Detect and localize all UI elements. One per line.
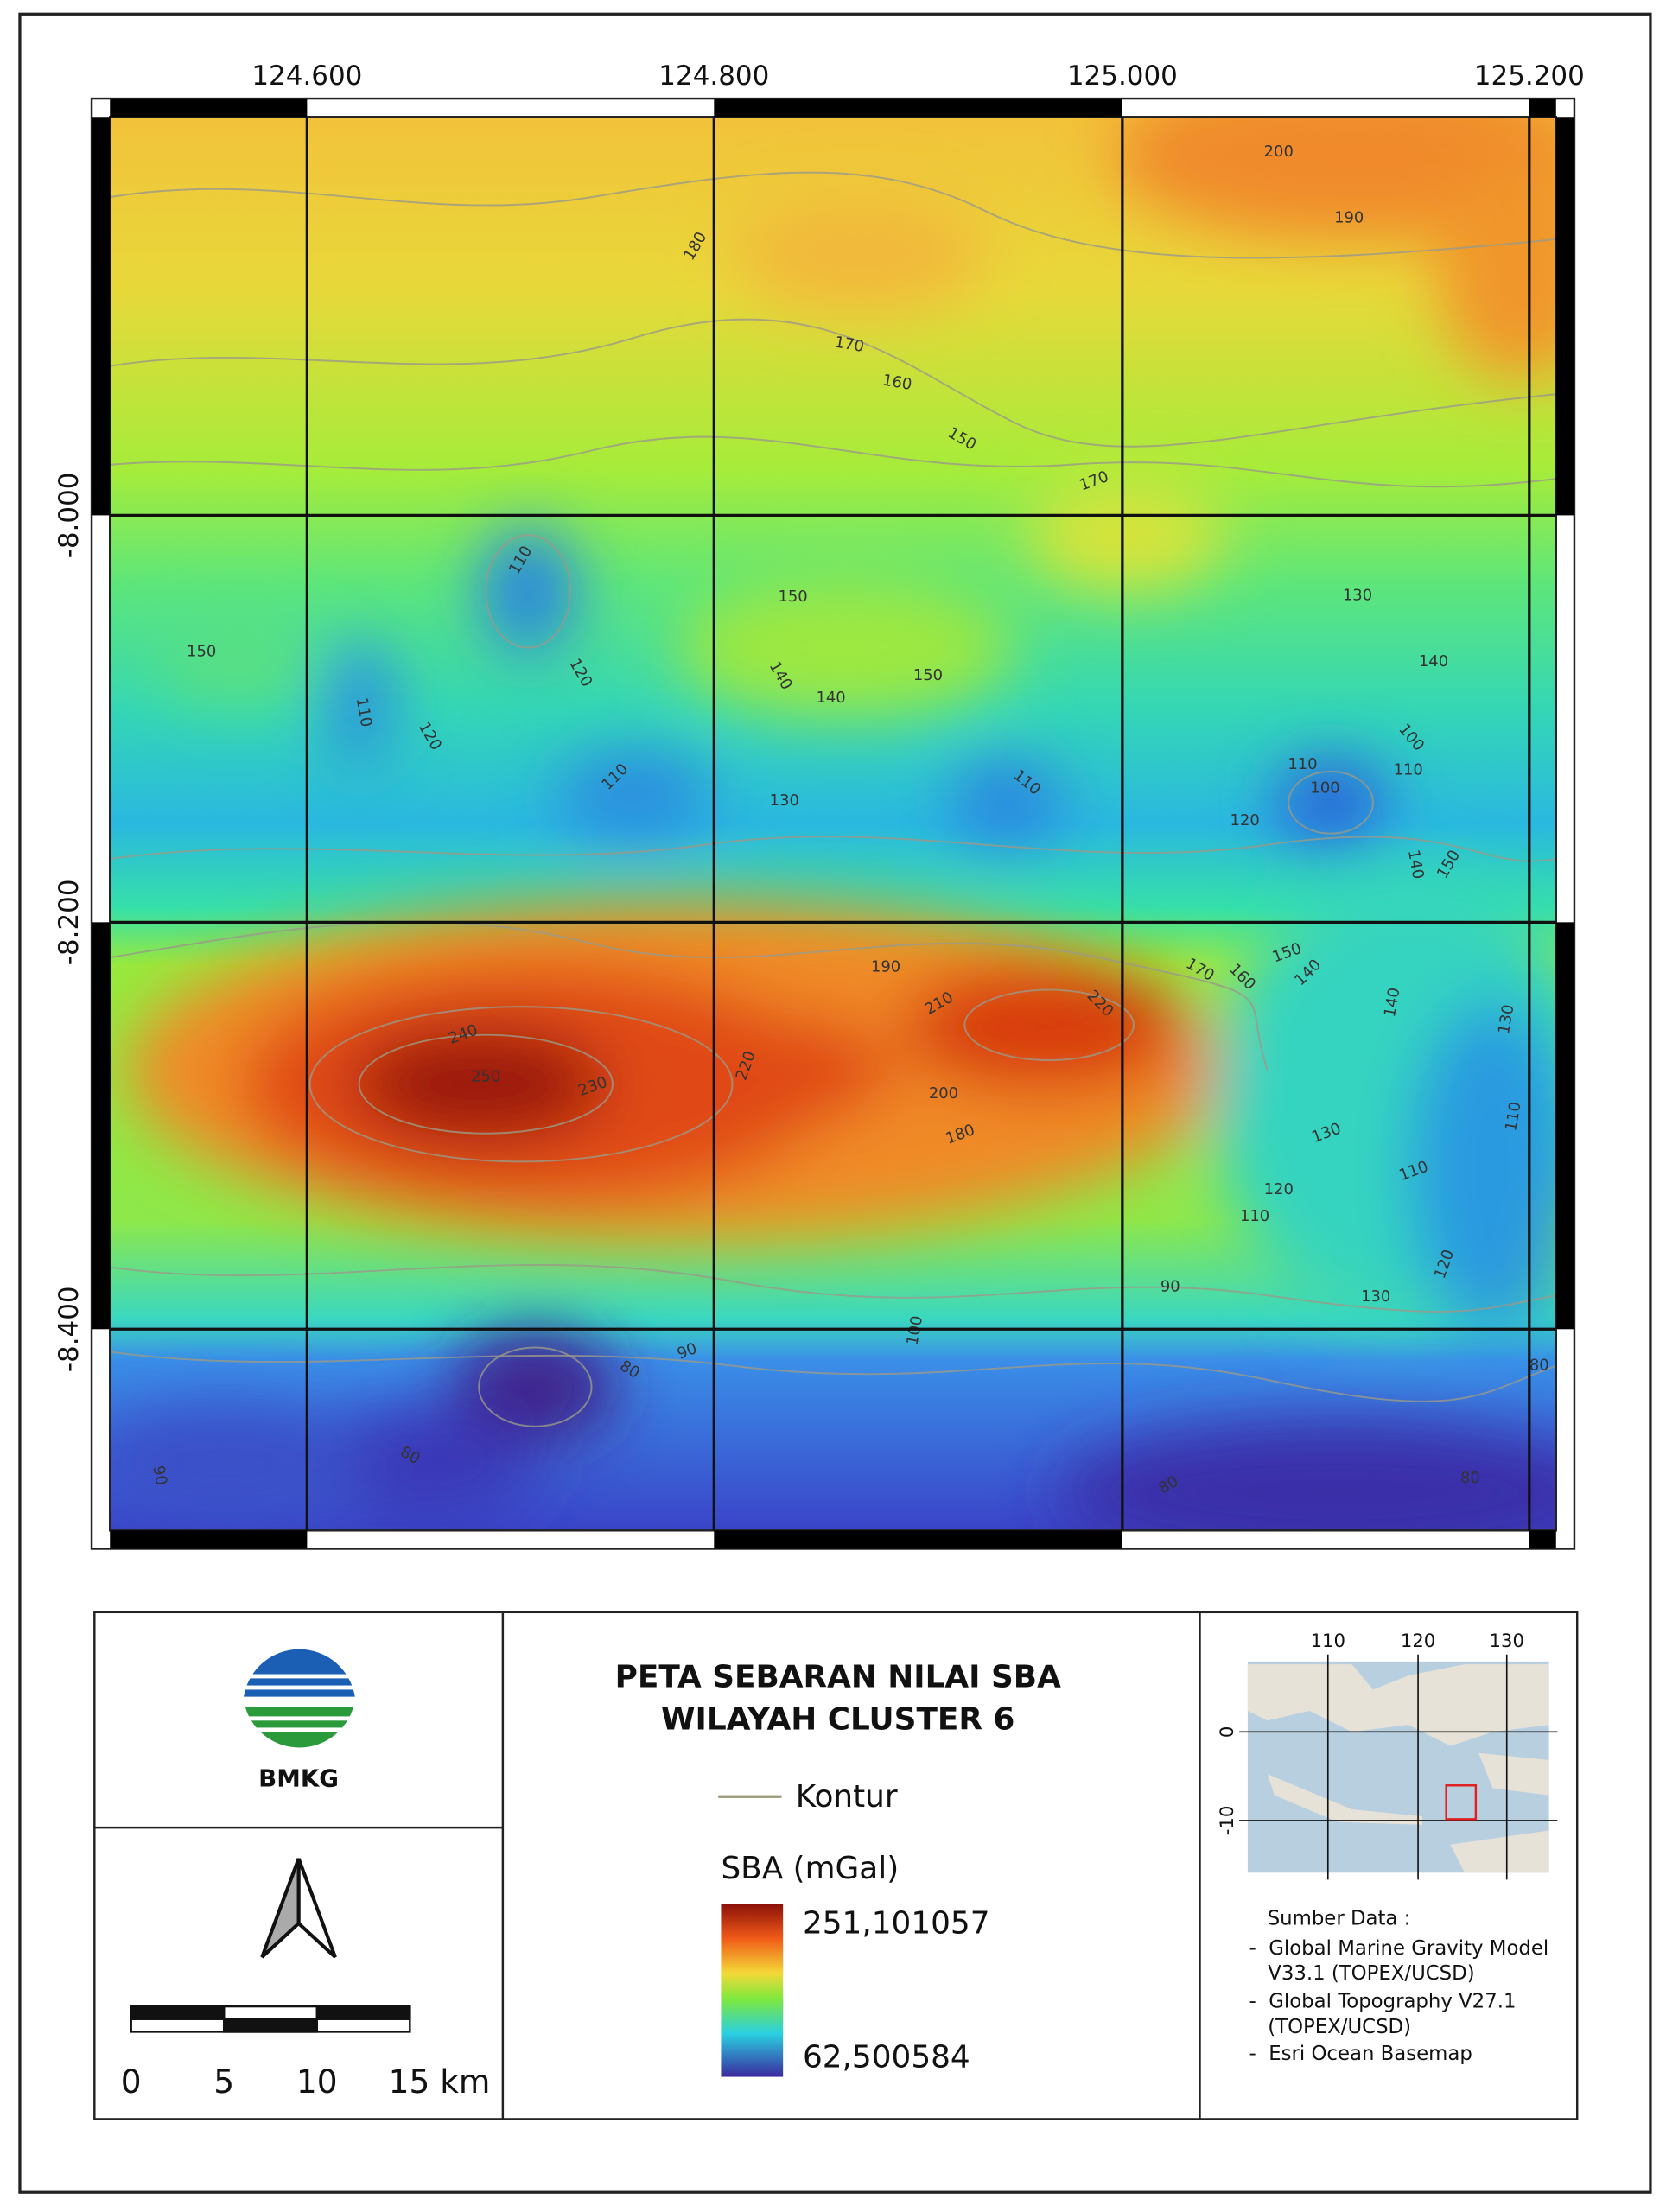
latitude-label: -8.000	[54, 473, 85, 559]
ramp-min: 62,500584	[803, 2039, 970, 2075]
scale-label: 5	[213, 2063, 234, 2101]
frame-bars	[92, 99, 1574, 1549]
map-title: PETA SEBARAN NILAI SBA	[615, 1659, 1061, 1694]
longitude-label: 125.000	[1067, 60, 1178, 92]
source-item: (TOPEX/UCSD)	[1250, 2016, 1411, 2038]
inset-y-label: -10	[1216, 1806, 1237, 1836]
source-item: - Global Topography V27.1	[1250, 1991, 1517, 2013]
contour-label: 140	[1419, 652, 1448, 671]
contour-label: 130	[770, 791, 799, 810]
contour-label: 90	[149, 1465, 170, 1487]
sources-title: Sumber Data :	[1268, 1908, 1411, 1930]
contour-label: 200	[929, 1084, 958, 1103]
longitude-label: 124.800	[658, 60, 769, 92]
color-ramp	[721, 1904, 784, 2077]
legend-panel	[93, 1611, 1579, 2120]
contour-label: 80	[1529, 1357, 1549, 1375]
inset-map	[1239, 1654, 1558, 1880]
contour-label: 130	[1361, 1287, 1390, 1306]
legend-contour: Kontur	[796, 1779, 898, 1815]
north-arrow	[260, 1858, 337, 1959]
contour-label: 200	[1264, 143, 1294, 161]
legend-ramp-title: SBA (mGal)	[721, 1851, 899, 1886]
contour-label: 150	[187, 642, 216, 660]
logo-text: BMKG	[258, 1764, 339, 1793]
contour-label: 90	[1160, 1277, 1180, 1295]
inset-y-label: 0	[1216, 1726, 1237, 1738]
scale-bar	[130, 2005, 411, 2033]
contour-label: 130	[1343, 586, 1372, 604]
latitude-label: -8.400	[54, 1286, 85, 1372]
ramp-max: 251,101057	[803, 1906, 990, 1942]
contour-label: 110	[1288, 755, 1317, 773]
source-item: - Esri Ocean Basemap	[1250, 2043, 1472, 2065]
contour-label: 110	[1240, 1207, 1269, 1225]
latitude-label: -8.200	[54, 879, 85, 965]
contour-label: 120	[1230, 811, 1260, 830]
source-item: - Global Marine Gravity Model	[1250, 1937, 1549, 1960]
contour-label: 250	[471, 1068, 500, 1086]
scale-label: 15 km	[389, 2063, 491, 2101]
contour-label: 190	[871, 957, 900, 976]
bmkg-logo: BMKG	[244, 1649, 355, 1793]
inset-x-label: 120	[1401, 1630, 1435, 1651]
scale-label: 0	[121, 2063, 142, 2101]
contour-label: 190	[1334, 209, 1364, 227]
inset-x-label: 130	[1490, 1630, 1524, 1651]
contour-label: 150	[913, 666, 943, 684]
contour-label: 150	[778, 588, 807, 606]
contour-label: 100	[1310, 779, 1339, 798]
source-item: V33.1 (TOPEX/UCSD)	[1250, 1962, 1475, 1985]
map-title: WILAYAH CLUSTER 6	[661, 1701, 1014, 1737]
contour-label: 80	[1460, 1469, 1480, 1487]
inset-x-label: 110	[1311, 1630, 1345, 1651]
contour-label: 140	[816, 689, 845, 707]
graticule	[110, 117, 1556, 1531]
longitude-label: 124.600	[251, 60, 362, 92]
sheet-border	[18, 12, 1652, 2194]
longitude-label: 125.200	[1474, 60, 1585, 92]
contour-label: 110	[1394, 760, 1423, 779]
scale-label: 10	[296, 2063, 338, 2101]
contour-label: 120	[1264, 1180, 1294, 1198]
